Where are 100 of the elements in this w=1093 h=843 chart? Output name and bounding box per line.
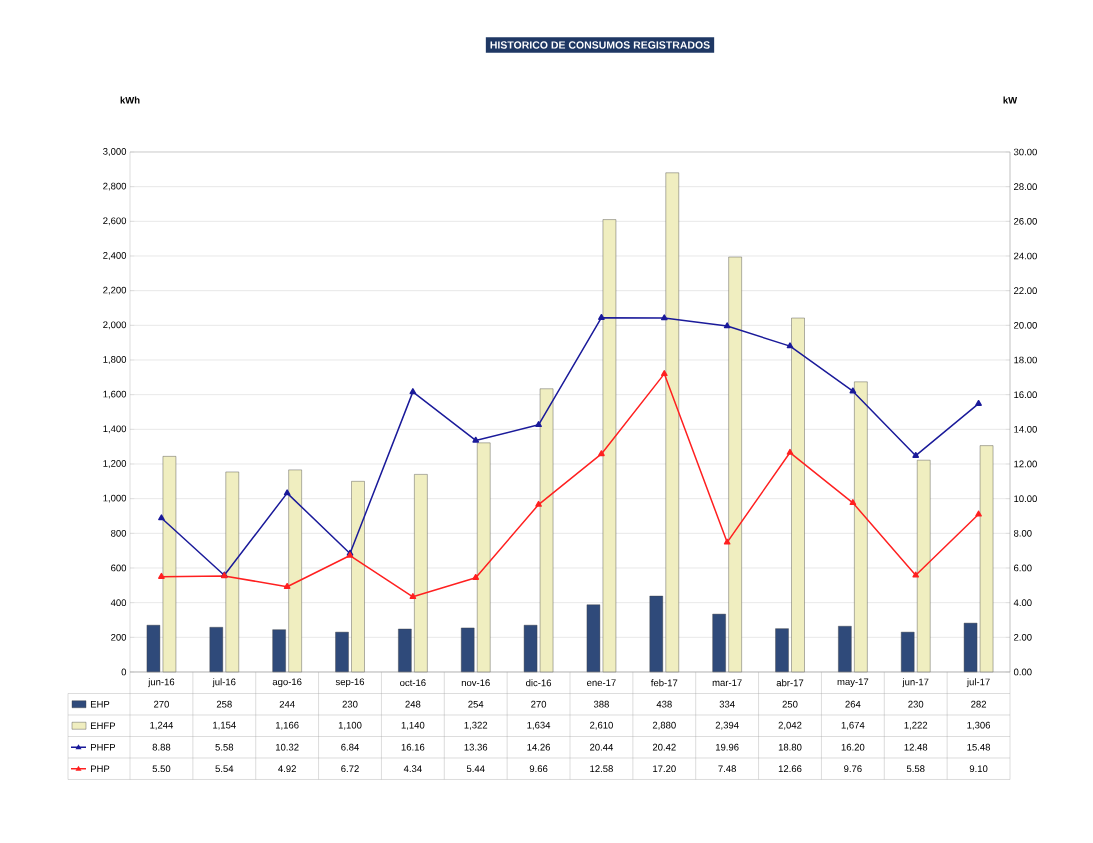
data-label: 9.10 xyxy=(969,765,988,773)
legend-label: EHP xyxy=(90,700,110,708)
data-label: 1,222 xyxy=(904,721,928,730)
data-label: 250 xyxy=(782,700,798,708)
data-label: 438 xyxy=(656,700,672,708)
y-tick-label: 600 xyxy=(111,564,127,572)
data-label: 16.20 xyxy=(841,743,865,751)
legend-label: PHFP xyxy=(90,743,116,751)
data-label: 254 xyxy=(468,700,484,708)
data-label: 270 xyxy=(531,700,547,708)
data-label: 12.58 xyxy=(590,765,613,773)
data-label: 4.34 xyxy=(403,765,422,773)
data-label: 8.88 xyxy=(152,743,171,751)
y2-tick-label: 30.00 xyxy=(1013,148,1037,156)
x-tick-label: jun-16 xyxy=(148,678,175,688)
data-label: 16.16 xyxy=(401,743,425,751)
data-label: 1,140 xyxy=(401,721,425,730)
y-tick-label: 2,800 xyxy=(103,182,127,191)
x-tick-label: mar-17 xyxy=(712,679,742,687)
data-label: 14.26 xyxy=(527,743,551,751)
y2-tick-label: 10.00 xyxy=(1014,495,1037,503)
data-label: 1,100 xyxy=(338,721,362,730)
data-label: 6.72 xyxy=(341,765,359,773)
data-label: 1,154 xyxy=(213,721,236,730)
data-label: 20.42 xyxy=(652,743,676,751)
y2-axis-title: kW xyxy=(1003,96,1018,104)
data-label: 244 xyxy=(279,700,295,708)
data-label: 1,306 xyxy=(967,721,991,730)
y-tick-label: 2,600 xyxy=(103,217,127,226)
data-label: 270 xyxy=(153,700,169,708)
y2-tick-label: 28.00 xyxy=(1014,183,1037,191)
y-tick-label: 2,200 xyxy=(103,286,127,295)
data-label: 12.66 xyxy=(778,765,802,773)
data-label: 18.80 xyxy=(778,743,802,751)
data-label: 1,322 xyxy=(464,721,488,730)
x-tick-label: sep-16 xyxy=(335,678,365,688)
y2-tick-label: 12.00 xyxy=(1014,460,1037,468)
y2-tick-label: 24.00 xyxy=(1014,252,1037,260)
data-label: 15.48 xyxy=(967,743,991,751)
x-tick-label: jul-17 xyxy=(966,678,990,688)
data-label: 6.84 xyxy=(341,743,359,751)
y-tick-label: 400 xyxy=(110,599,127,607)
x-tick-label: abr-17 xyxy=(776,679,804,687)
y2-tick-label: 16.00 xyxy=(1014,391,1037,399)
y-axis-title: kWh xyxy=(120,96,140,104)
data-label: 248 xyxy=(405,700,421,708)
y2-tick-label: 8.00 xyxy=(1013,529,1032,537)
data-label: 12.48 xyxy=(904,743,928,751)
data-label: 282 xyxy=(971,700,987,708)
y-tick-label: 200 xyxy=(111,633,127,641)
data-label: 230 xyxy=(342,700,358,708)
x-tick-label: may-17 xyxy=(837,678,869,687)
data-label: 19.96 xyxy=(715,743,739,751)
y-tick-label: 1,600 xyxy=(103,390,127,399)
data-label: 5.54 xyxy=(215,765,234,773)
data-label: 2,042 xyxy=(778,721,802,730)
data-label: 258 xyxy=(216,700,232,708)
y2-tick-label: 0.00 xyxy=(1013,668,1032,676)
y2-tick-label: 18.00 xyxy=(1014,356,1037,364)
data-label: 1,166 xyxy=(275,721,299,730)
data-label: 334 xyxy=(719,700,735,708)
y-tick-label: 2,000 xyxy=(103,321,127,330)
x-tick-label: ago-16 xyxy=(272,678,302,688)
y-tick-label: 3,000 xyxy=(103,148,127,156)
data-label: 4.92 xyxy=(278,765,296,773)
x-tick-label: jul-16 xyxy=(212,678,236,688)
data-label: 5.44 xyxy=(466,765,485,773)
data-label: 2,610 xyxy=(590,721,613,730)
x-tick-label: dic-16 xyxy=(526,679,552,687)
data-label: 2,880 xyxy=(652,721,676,730)
data-label: 1,674 xyxy=(841,721,865,730)
data-label: 5.58 xyxy=(215,743,234,751)
legend-label: EHFP xyxy=(90,722,116,729)
data-label: 13.36 xyxy=(464,743,488,751)
data-label: 7.48 xyxy=(718,765,736,773)
y2-tick-label: 22.00 xyxy=(1014,287,1037,295)
y2-tick-label: 4.00 xyxy=(1013,599,1032,607)
data-label: 388 xyxy=(593,700,609,708)
y-tick-label: 1,800 xyxy=(103,356,127,364)
data-label: 264 xyxy=(845,700,861,708)
data-label: 20.44 xyxy=(590,743,614,751)
x-tick-label: oct-16 xyxy=(400,679,426,687)
x-tick-label: nov-16 xyxy=(461,679,490,687)
y-tick-label: 2,400 xyxy=(103,252,127,260)
data-label: 10.32 xyxy=(275,743,299,751)
y-tick-label: 1,000 xyxy=(103,494,127,503)
data-label: 9.76 xyxy=(844,765,862,773)
y2-tick-label: 20.00 xyxy=(1014,321,1037,329)
y2-tick-label: 2.00 xyxy=(1014,633,1032,641)
data-label: 17.20 xyxy=(653,765,676,773)
data-label: 2,394 xyxy=(715,721,739,730)
y2-tick-label: 14.00 xyxy=(1014,425,1037,433)
data-label: 1,244 xyxy=(150,721,174,730)
chart-title: HISTORICO DE CONSUMOS REGISTRADOS xyxy=(490,41,710,49)
data-label: 5.58 xyxy=(906,765,925,773)
y-tick-label: 800 xyxy=(111,529,127,537)
x-tick-label: jun-17 xyxy=(902,678,929,688)
y-tick-label: 0 xyxy=(121,668,127,676)
y2-tick-label: 6.00 xyxy=(1014,564,1032,572)
data-label: 230 xyxy=(908,700,924,708)
